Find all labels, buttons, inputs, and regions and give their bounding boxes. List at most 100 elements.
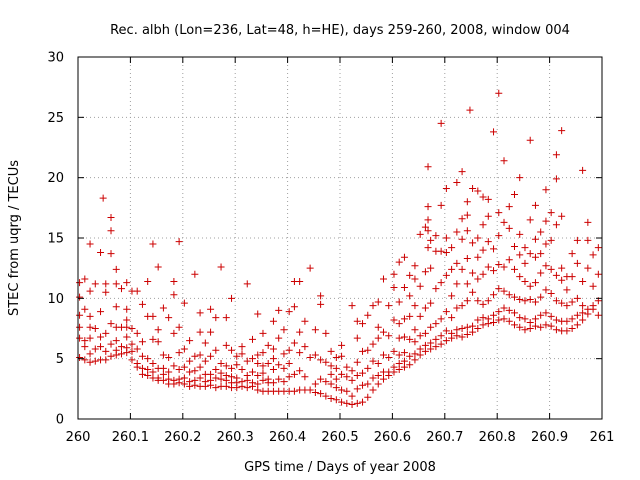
data-point (186, 357, 194, 365)
data-point (128, 356, 136, 364)
data-point (390, 347, 398, 355)
data-point (348, 392, 356, 400)
data-point (338, 386, 346, 394)
data-point (117, 285, 125, 293)
data-point (86, 240, 94, 248)
data-point (432, 343, 440, 351)
data-point (563, 327, 571, 335)
data-point (594, 311, 602, 319)
data-point (579, 277, 587, 285)
data-point (269, 379, 277, 387)
data-point (138, 352, 146, 360)
data-point (301, 343, 309, 351)
data-point (526, 325, 534, 332)
data-point (233, 352, 241, 360)
data-point (222, 382, 230, 390)
data-point (531, 322, 539, 330)
data-point (170, 291, 178, 299)
data-point (369, 302, 377, 310)
data-point (463, 255, 471, 263)
data-point (327, 362, 335, 370)
data-point (424, 244, 432, 252)
data-point (547, 265, 555, 273)
data-point (259, 349, 267, 357)
data-point (542, 240, 550, 248)
data-point (107, 213, 115, 221)
data-point (97, 333, 105, 341)
data-point (490, 291, 498, 299)
data-point (469, 269, 477, 277)
data-point (495, 89, 503, 97)
data-point (117, 350, 125, 358)
data-point (296, 277, 304, 285)
data-point (159, 351, 167, 359)
data-point (563, 302, 571, 310)
data-point (374, 298, 382, 306)
data-point (338, 352, 346, 360)
data-point (191, 270, 199, 278)
data-point (133, 287, 141, 295)
data-point (353, 334, 361, 342)
x-tick-label: 260.8 (479, 430, 516, 445)
data-point (463, 280, 471, 288)
data-point (474, 275, 482, 283)
data-point (427, 299, 435, 307)
data-point (353, 317, 361, 325)
data-point (212, 366, 220, 374)
data-point (385, 302, 393, 310)
data-point (558, 264, 566, 272)
data-point (180, 299, 188, 307)
data-point (359, 381, 367, 389)
data-point (463, 227, 471, 235)
data-point (170, 362, 178, 370)
data-point (86, 323, 94, 331)
data-point (306, 386, 314, 394)
data-point (144, 277, 152, 285)
data-point (531, 201, 539, 209)
data-point (301, 373, 309, 381)
data-point (374, 359, 382, 367)
data-point (579, 166, 587, 174)
data-point (369, 374, 377, 382)
data-point (463, 211, 471, 219)
x-axis-label: GPS time / Days of year 2008 (244, 460, 436, 475)
data-point (406, 271, 414, 279)
data-point (552, 297, 560, 305)
data-point (537, 311, 545, 319)
data-point (133, 329, 141, 337)
data-point (102, 288, 110, 296)
data-point (343, 373, 351, 381)
data-point (343, 387, 351, 395)
data-point (537, 228, 545, 236)
data-point (510, 321, 518, 329)
data-point (212, 374, 220, 382)
data-point (390, 363, 398, 371)
data-point (579, 309, 587, 317)
data-point (275, 361, 283, 369)
data-point (448, 244, 456, 252)
data-point (359, 369, 367, 377)
data-point (269, 355, 277, 363)
data-point (406, 361, 414, 369)
data-point (479, 270, 487, 278)
data-point (327, 347, 335, 355)
data-point (484, 297, 492, 305)
data-point (552, 221, 560, 229)
data-point (76, 279, 84, 287)
data-point (453, 259, 461, 267)
data-point (102, 329, 110, 337)
data-point (280, 326, 288, 334)
data-point (379, 328, 387, 336)
data-point (469, 239, 477, 247)
data-point (369, 357, 377, 365)
data-point (91, 280, 99, 288)
data-point (479, 193, 487, 201)
data-point (228, 373, 236, 381)
data-point (437, 315, 445, 323)
data-point (191, 376, 199, 384)
data-point (424, 216, 432, 224)
data-point (573, 259, 581, 267)
data-point (424, 203, 432, 211)
data-point (584, 264, 592, 272)
